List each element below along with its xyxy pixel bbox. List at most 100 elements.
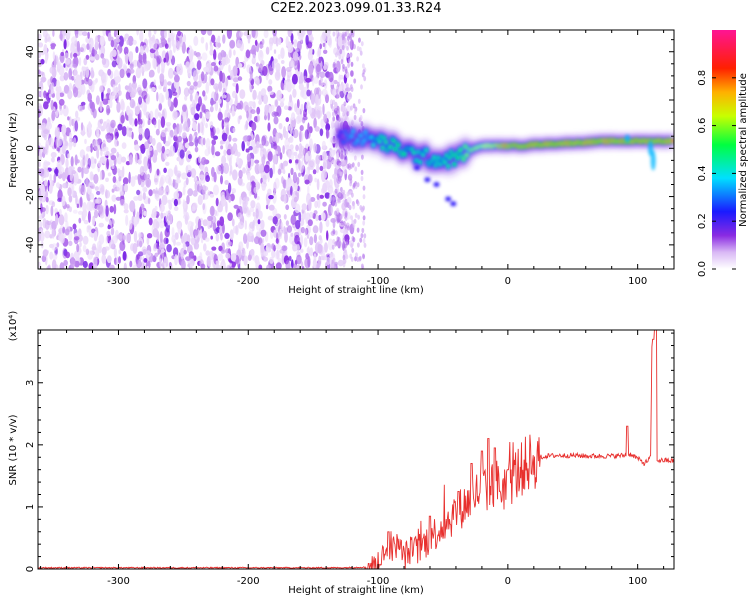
noise-point <box>44 230 51 239</box>
noise-point <box>163 167 167 173</box>
noise-point <box>68 206 72 213</box>
noise-point <box>334 230 338 236</box>
noise-point <box>346 53 350 59</box>
noise-point <box>110 227 115 236</box>
noise-point <box>340 220 344 226</box>
noise-point <box>143 156 149 168</box>
x-tick-label: -100 <box>367 576 390 587</box>
noise-point <box>211 166 215 178</box>
noise-point <box>86 200 93 212</box>
noise-point <box>156 55 162 65</box>
noise-point <box>139 213 143 220</box>
noise-point <box>265 245 269 254</box>
noise-point <box>148 146 153 151</box>
noise-point <box>72 137 77 148</box>
noise-point <box>67 166 72 176</box>
noise-point <box>284 79 287 84</box>
noise-point <box>220 145 224 150</box>
noise-point <box>173 198 178 207</box>
noise-point <box>134 105 141 115</box>
noise-point <box>346 163 350 169</box>
noise-point <box>132 59 138 67</box>
noise-point <box>277 54 281 60</box>
noise-point <box>220 249 226 254</box>
noise-point <box>63 259 68 267</box>
noise-point <box>307 185 310 196</box>
noise-point <box>165 210 169 223</box>
noise-point <box>147 120 151 125</box>
noise-point <box>351 201 355 207</box>
noise-point <box>349 181 352 187</box>
noise-point <box>283 214 287 220</box>
noise-point <box>258 264 263 269</box>
noise-point <box>76 231 81 236</box>
noise-point <box>43 101 49 110</box>
noise-point <box>192 202 198 210</box>
noise-point <box>197 218 202 231</box>
noise-point <box>268 90 274 95</box>
snr-axes: -300 -200 -100 0 100 0 1 2 3 <box>25 330 674 587</box>
noise-point <box>40 76 47 83</box>
noise-point <box>209 44 214 52</box>
noise-point <box>85 248 90 255</box>
snr-marks <box>38 330 674 569</box>
noise-point <box>356 227 360 233</box>
noise-point <box>205 42 208 51</box>
noise-point <box>202 90 206 97</box>
noise-point <box>297 31 300 37</box>
noise-point <box>251 54 257 63</box>
noise-point <box>339 215 343 221</box>
noise-point <box>77 234 83 242</box>
noise-point <box>221 94 227 99</box>
noise-point <box>94 35 99 47</box>
y-tick-label: 20 <box>25 94 36 107</box>
noise-point <box>187 154 192 159</box>
noise-point <box>64 228 70 236</box>
noise-point <box>222 87 226 96</box>
noise-point <box>223 149 227 156</box>
noise-point <box>321 256 328 261</box>
noise-point <box>93 173 99 184</box>
noise-point <box>338 162 342 168</box>
noise-point <box>238 241 244 251</box>
noise-point <box>342 63 345 69</box>
noise-point <box>324 242 328 253</box>
noise-point <box>265 46 270 55</box>
noise-point <box>52 253 58 261</box>
noise-point <box>166 244 172 253</box>
noise-point <box>361 72 365 78</box>
noise-point <box>319 43 323 50</box>
noise-point <box>237 176 243 186</box>
noise-point <box>271 249 276 259</box>
noise-point <box>281 60 285 64</box>
noise-point <box>224 232 230 239</box>
noise-point <box>126 125 130 137</box>
noise-point <box>243 255 248 266</box>
noise-point <box>150 86 156 92</box>
noise-point <box>233 49 236 56</box>
noise-point <box>221 259 226 268</box>
noise-point <box>361 154 364 160</box>
noise-point <box>346 35 350 42</box>
noise-point <box>347 58 351 64</box>
noise-point <box>74 236 80 241</box>
noise-point <box>228 195 232 203</box>
noise-point <box>334 241 337 247</box>
noise-point <box>67 153 70 159</box>
noise-point <box>356 45 360 52</box>
noise-point <box>184 215 189 225</box>
trace-point <box>433 182 440 187</box>
noise-point <box>258 91 262 101</box>
noise-point <box>292 171 298 184</box>
noise-point <box>238 31 244 37</box>
noise-point <box>50 89 54 95</box>
noise-point <box>61 124 67 135</box>
noise-point <box>300 248 304 253</box>
noise-point <box>348 92 352 98</box>
noise-point <box>99 100 103 112</box>
noise-point <box>44 143 49 156</box>
ridge-peak-point <box>388 145 393 149</box>
noise-point <box>362 194 366 200</box>
noise-point <box>251 30 256 38</box>
noise-point <box>342 189 346 195</box>
